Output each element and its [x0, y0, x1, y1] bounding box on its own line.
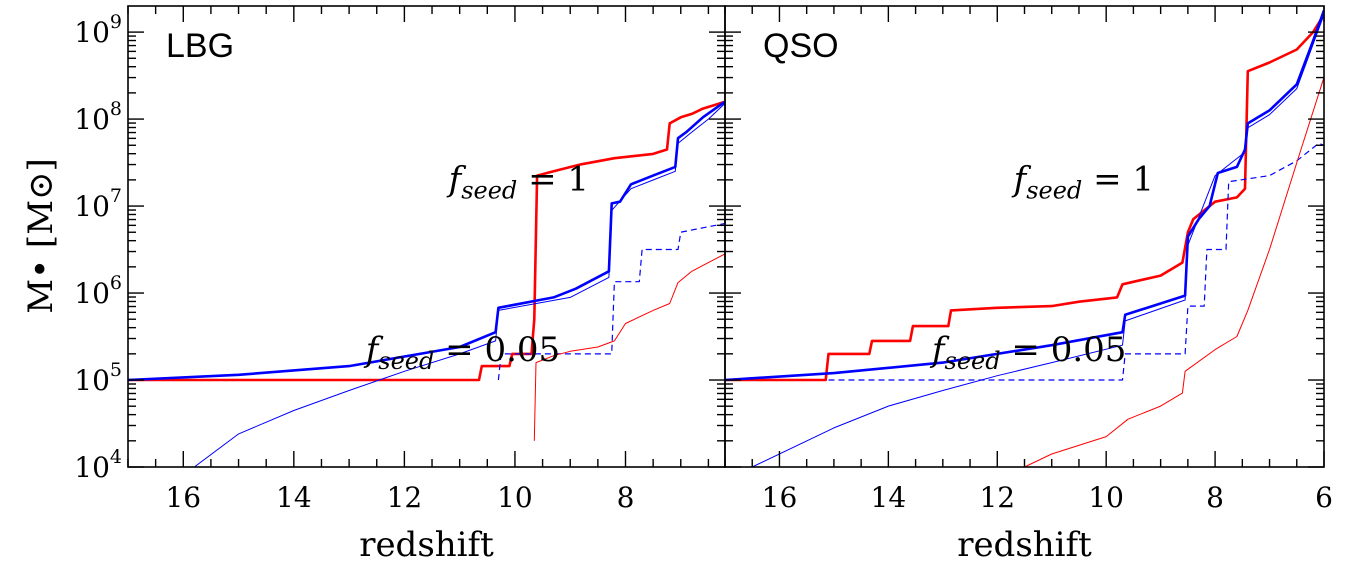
y-tick-label: 104	[74, 446, 122, 484]
x-tick-label: 14	[276, 481, 312, 514]
series-group	[128, 100, 725, 467]
x-tick-label: 6	[1315, 481, 1333, 514]
annotation-label: fseed = 0.05	[929, 330, 1127, 375]
annotation-label: fseed = 0.05	[363, 330, 561, 375]
panel-label: LBG	[166, 27, 234, 65]
y-tick-label: 109	[74, 11, 122, 49]
plot-frame	[127, 5, 726, 468]
series-line-2	[194, 103, 725, 467]
series-line-1	[128, 100, 725, 382]
series-group	[725, 9, 1324, 467]
series-line-2	[751, 14, 1324, 467]
x-axis-label: redshift	[957, 525, 1092, 562]
y-tick-label: 107	[74, 185, 122, 223]
x-tick-label: 12	[387, 481, 423, 514]
panel-label: QSO	[763, 27, 839, 65]
series-line-0	[725, 14, 1324, 382]
x-tick-label: 16	[165, 481, 201, 514]
x-tick-label: 10	[497, 481, 533, 514]
y-tick-label: 106	[74, 272, 122, 310]
series-line-3	[497, 222, 725, 381]
x-axis-label: redshift	[359, 525, 494, 562]
x-tick-label: 8	[617, 481, 635, 514]
annotation-label: fseed = 1	[1011, 159, 1154, 204]
y-tick-label: 105	[74, 359, 122, 397]
x-tick-label: 14	[871, 481, 907, 514]
series-line-0	[128, 100, 725, 382]
x-tick-label: 10	[1088, 481, 1124, 514]
y-axis-label: M• [M⊙]	[21, 158, 61, 314]
annotation-label: fseed = 1	[446, 159, 589, 204]
panel-qso: 16 14 12 10 8 6 redshift QSO fseed = 1 fseed = 0.…	[724, 5, 1333, 562]
series-line-1	[725, 9, 1324, 382]
y-axis-label-text: M• [M⊙]	[21, 158, 61, 314]
y-tick-label: 108	[74, 98, 122, 136]
plot-frame	[724, 5, 1325, 468]
x-tick-label: 12	[979, 481, 1015, 514]
x-tick-label: 8	[1206, 481, 1224, 514]
series-line-3	[828, 142, 1324, 381]
x-tick-label: 16	[762, 481, 798, 514]
series-line-4	[533, 253, 725, 441]
series-line-4	[1024, 77, 1324, 467]
